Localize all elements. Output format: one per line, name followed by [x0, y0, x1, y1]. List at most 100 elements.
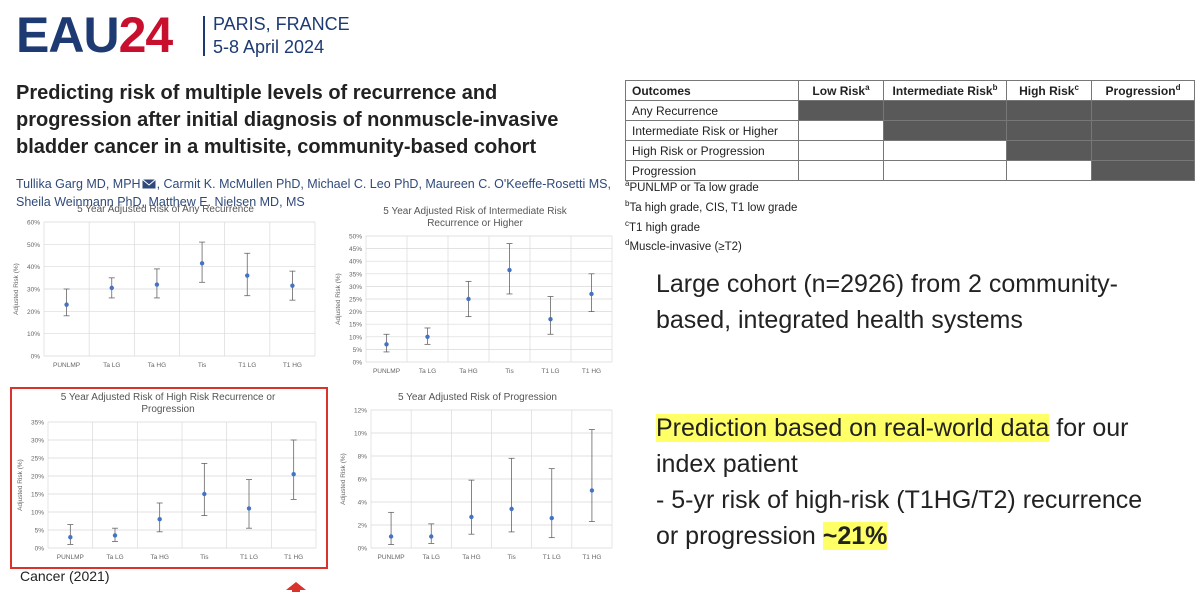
y-tick-label: 0% [358, 546, 368, 553]
logo-main: EAU [16, 7, 120, 63]
point [154, 282, 160, 287]
logo: EAU24 [16, 6, 174, 64]
x-tick-label: Ta LG [419, 368, 436, 375]
y-tick-label: 20% [349, 309, 362, 316]
cell [1006, 120, 1092, 141]
cell [1006, 160, 1092, 181]
text: for our index patient [656, 414, 1129, 478]
x-tick-label: T1 LG [240, 554, 258, 561]
citation: Cancer (2021) [20, 568, 110, 584]
row-label: Intermediate Risk or Higher [625, 120, 799, 141]
y-tick-label: 30% [349, 284, 362, 291]
error-bar [63, 288, 70, 317]
chart: 5 Year Adjusted Risk of High Risk Recurr… [12, 392, 324, 568]
x-tick-label: Ta LG [423, 554, 440, 561]
x-tick-label: Ta LG [106, 554, 123, 561]
chart-title: 5 Year Adjusted Risk of Progression [398, 392, 557, 403]
header-cell: Progressiond [1091, 80, 1195, 101]
cell [883, 160, 1007, 181]
x-tick-label: Tis [505, 368, 514, 375]
y-tick-label: 5% [35, 528, 45, 535]
footnote: aPUNLMP or Ta low grade [625, 176, 797, 196]
y-axis-label: Adjusted Risk (%) [340, 453, 347, 505]
line: Prediction based on real-world data for … [656, 410, 1156, 482]
point [589, 488, 595, 493]
plot: 0% 10% 20% 30% 40% 50% 60% Adjusted Risk (%) PUN… [13, 220, 316, 369]
point [290, 283, 295, 288]
footnotes: aPUNLMP or Ta low grade bTa high grade, C… [625, 176, 797, 255]
y-tick-label: 0% [31, 354, 41, 361]
table-row: Progression [625, 160, 1195, 181]
error-bar [508, 457, 515, 533]
y-tick-label: 6% [358, 477, 368, 484]
y-tick-label: 20% [31, 474, 44, 481]
author-line: Tullika Garg MD, MPH , Carmit K. McMullen… [16, 175, 611, 193]
separator [203, 16, 205, 56]
header-text: Outcomes [632, 83, 691, 98]
header-cell: High Riskc [1006, 80, 1092, 101]
point [429, 534, 434, 539]
y-tick-label: 60% [27, 220, 40, 227]
y-tick-label: 50% [27, 242, 40, 249]
error-bar [246, 479, 252, 529]
cell [798, 120, 884, 141]
plot: 0% 5% 10% 15% 20% 25% 30% 35% Adjusted Risk (%) P… [17, 420, 317, 561]
y-tick-label: 25% [31, 456, 44, 463]
error-bar [201, 463, 208, 516]
chart-title: 5 Year Adjusted Risk of Any Recurrence [77, 204, 254, 215]
outcome-table: Outcomes Low Riska Intermediate Riskb High … [625, 80, 1195, 181]
x-tick-label: PUNLMP [373, 368, 400, 375]
chart-title: 5 Year Adjusted Risk of Intermediate Ris… [383, 206, 567, 229]
x-tick-label: Ta HG [462, 554, 480, 561]
header-text: Intermediate Risk [892, 84, 993, 98]
point [589, 291, 594, 297]
footnote-mark: d [625, 238, 630, 248]
x-tick-label: Ta LG [103, 362, 120, 369]
x-tick-label: PUNLMP [378, 554, 405, 561]
footnote-mark: a [625, 179, 630, 188]
y-tick-label: 10% [31, 510, 44, 517]
y-tick-label: 25% [349, 297, 362, 304]
line: - 5-yr risk of high-risk (T1HG/T2) recur… [656, 482, 1156, 554]
y-tick-label: 10% [354, 431, 367, 438]
point [157, 517, 162, 522]
row-label: Progression [625, 160, 799, 181]
y-tick-label: 0% [35, 546, 45, 553]
x-tick-label: T1 HG [284, 554, 303, 561]
header-row: Outcomes Low Riska Intermediate Riskb High … [625, 80, 1195, 101]
text: - 5-yr risk of high-risk (T1HG/T2) recur… [656, 486, 1143, 550]
mail-icon [141, 179, 156, 189]
y-tick-label: 8% [358, 454, 368, 461]
table-row: Any Recurrence [625, 100, 1195, 121]
x-tick-label: T1 HG [582, 554, 601, 561]
header-cell: Outcomes [625, 80, 799, 101]
y-axis-label: Adjusted Risk (%) [17, 459, 24, 511]
logo-year: 24 [118, 7, 174, 63]
x-tick-label: Ta HG [150, 554, 168, 561]
error-bar [588, 429, 595, 522]
cell [883, 100, 1007, 121]
plot: 0% 2% 4% 6% 8% 10% 12% Adjusted Risk (%) PUNLMP T… [340, 408, 613, 561]
footnote-mark: c [625, 218, 629, 228]
authors: Tullika Garg MD, MPH , Carmit K. McMullen… [16, 175, 611, 211]
table-row: Intermediate Risk or Higher [625, 120, 1195, 141]
cell [1091, 100, 1195, 121]
header-text: High Risk [1019, 84, 1075, 98]
error-bar [388, 511, 395, 545]
x-tick-label: Tis [507, 554, 516, 561]
chart: 5 Year Adjusted Risk of Progression 0% 2% 4… [335, 392, 620, 568]
error-bar [428, 523, 435, 544]
y-tick-label: 35% [349, 271, 362, 278]
row-label: Any Recurrence [625, 100, 799, 121]
point [388, 534, 394, 539]
x-tick-label: PUNLMP [53, 362, 80, 369]
cohort-text: Large cohort (n=2926) from 2 community-b… [656, 270, 1119, 334]
y-axis-label: Adjusted Risk (%) [13, 263, 20, 315]
footnote-mark: d [1175, 83, 1181, 92]
footnote-mark: a [865, 83, 870, 92]
error-bar [468, 479, 475, 535]
header-cell: Low Riska [798, 80, 884, 101]
y-tick-label: 30% [27, 287, 40, 294]
point [466, 296, 471, 302]
point [425, 334, 430, 339]
